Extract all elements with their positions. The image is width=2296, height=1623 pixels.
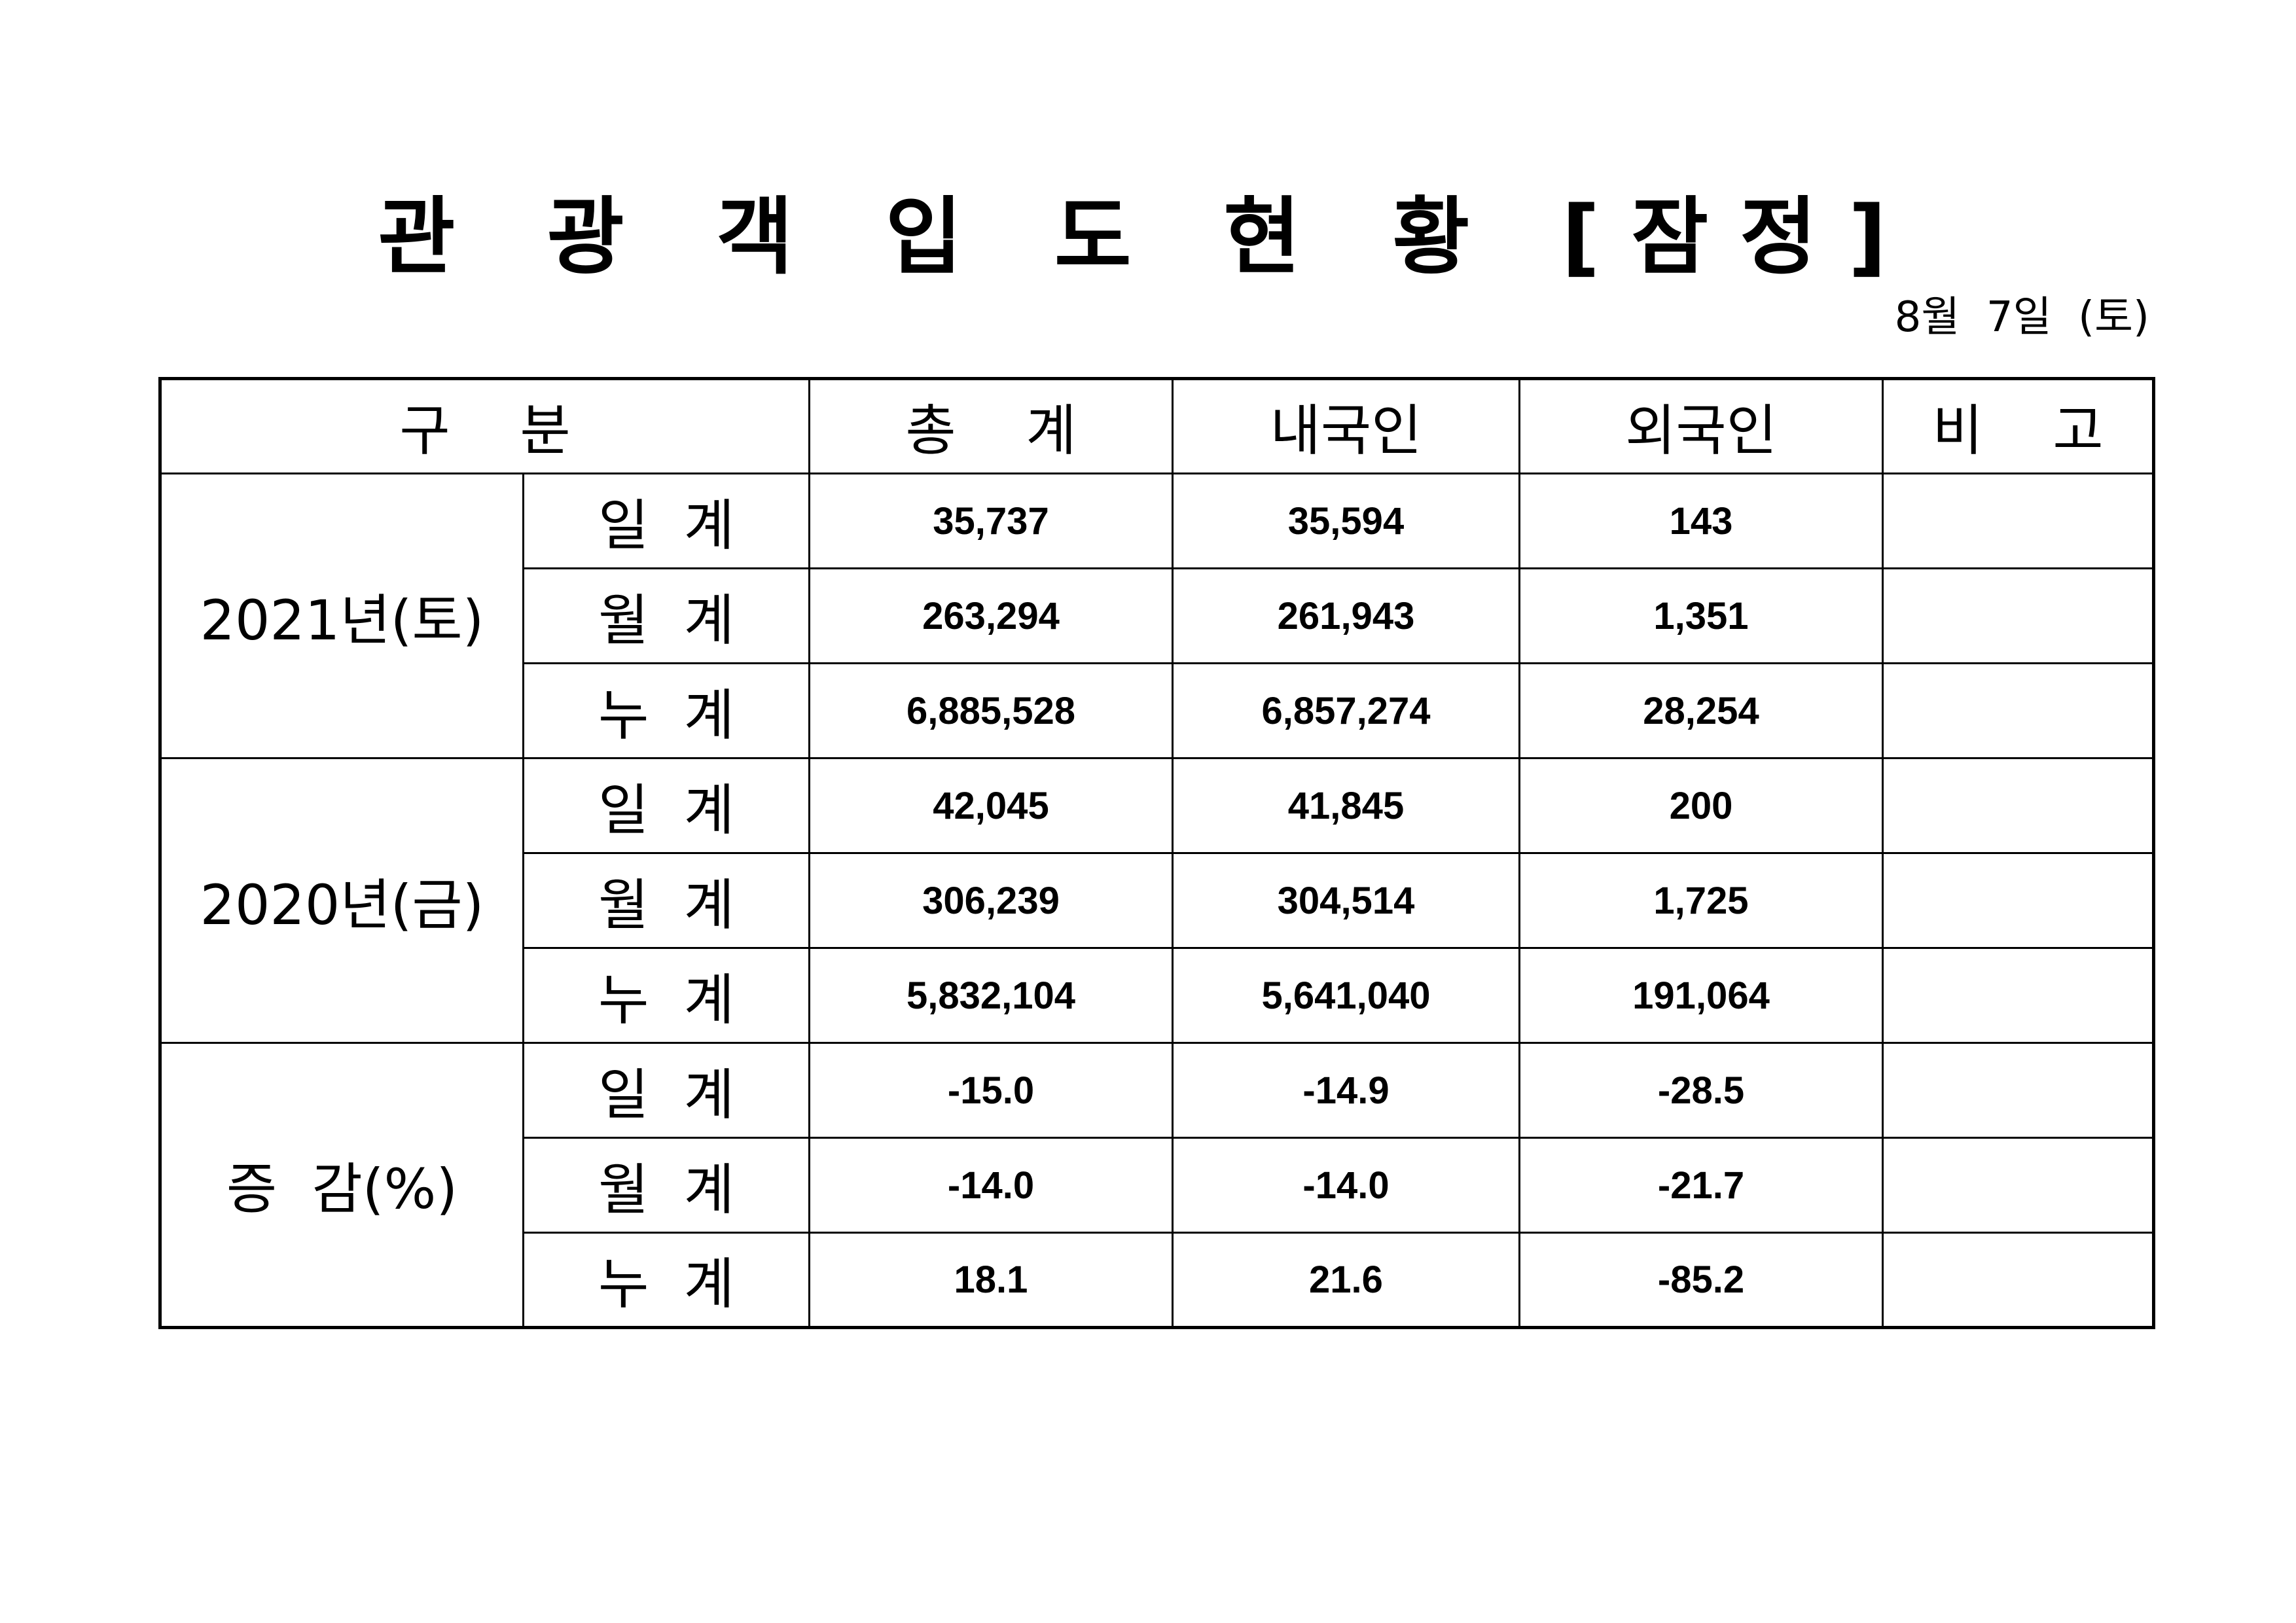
row-label: 월 계 [522,1137,810,1234]
cell-total: -14.0 [808,1137,1174,1234]
table-row: 월 계 -14.0 -14.0 -21.7 [160,1137,2155,1234]
cell-note [1882,662,2155,759]
cell-note [1882,1042,2155,1139]
cell-domestic: 41,845 [1172,757,1520,854]
cell-foreign: 191,064 [1518,947,1884,1044]
cell-foreign: -28.5 [1518,1042,1884,1139]
group-label-change: 증 감(%) [159,1042,524,1329]
cell-note [1882,1232,2155,1329]
cell-note [1882,947,2155,1044]
cell-note [1882,1137,2155,1234]
group-label-2021: 2021년(토) [159,473,524,759]
cell-total: 6,885,528 [808,662,1174,759]
cell-foreign: 1,351 [1518,567,1884,664]
header-domestic: 내국인 [1172,378,1520,474]
cell-foreign: 1,725 [1518,852,1884,949]
row-label: 월 계 [522,852,810,949]
cell-total: 306,239 [808,852,1174,949]
cell-total: 35,737 [808,473,1174,569]
cell-foreign: 28,254 [1518,662,1884,759]
row-label: 누 계 [522,947,810,1044]
cell-total: 263,294 [808,567,1174,664]
cell-total: 42,045 [808,757,1174,854]
row-label: 누 계 [522,662,810,759]
row-label: 일 계 [522,757,810,854]
table-row: 누 계 5,832,104 5,641,040 191,064 [160,947,2155,1044]
table-row: 월 계 263,294 261,943 1,351 [160,567,2155,664]
cell-total: 5,832,104 [808,947,1174,1044]
page-title: 관 광 객 입 도 현 황 [잠정] [378,188,1918,286]
table-row: 2020년(금) 일 계 42,045 41,845 200 [159,757,2155,1044]
table-row: 월 계 306,239 304,514 1,725 [160,852,2155,949]
cell-domestic: 304,514 [1172,852,1520,949]
row-label: 일 계 [522,1042,810,1139]
row-label: 월 계 [522,567,810,664]
cell-note [1882,757,2155,854]
cell-total: -15.0 [808,1042,1174,1139]
cell-domestic: -14.9 [1172,1042,1520,1139]
group-label-2020: 2020년(금) [159,757,524,1044]
table-row: 2021년(토) 일 계 35,737 35,594 143 [159,473,2155,759]
cell-domestic: 261,943 [1172,567,1520,664]
table-row: 증 감(%) 일 계 -15.0 -14.9 -28.5 [159,1042,2155,1329]
cell-foreign: -21.7 [1518,1137,1884,1234]
cell-note [1882,852,2155,949]
visitor-stats-table: 구 분 총 계 내국인 외국인 비 고 2021년(토) 일 계 35,737 … [158,377,2155,1329]
cell-note [1882,473,2155,569]
table-header-row: 구 분 총 계 내국인 외국인 비 고 [159,378,2155,474]
cell-domestic: 21.6 [1172,1232,1520,1329]
cell-domestic: 5,641,040 [1172,947,1520,1044]
header-total: 총 계 [808,378,1174,474]
row-label: 일 계 [522,473,810,569]
header-category: 구 분 [159,378,810,474]
cell-note [1882,567,2155,664]
cell-foreign: -85.2 [1518,1232,1884,1329]
header-foreign: 외국인 [1518,378,1884,474]
cell-foreign: 200 [1518,757,1884,854]
row-label: 누 계 [522,1232,810,1329]
report-date: 8월 7일 (토) [1894,293,2149,342]
cell-domestic: 6,857,274 [1172,662,1520,759]
cell-domestic: -14.0 [1172,1137,1520,1234]
cell-total: 18.1 [808,1232,1174,1329]
cell-foreign: 143 [1518,473,1884,569]
cell-domestic: 35,594 [1172,473,1520,569]
header-note: 비 고 [1882,378,2155,474]
table-row: 누 계 18.1 21.6 -85.2 [160,1232,2155,1329]
table-row: 누 계 6,885,528 6,857,274 28,254 [160,662,2155,759]
